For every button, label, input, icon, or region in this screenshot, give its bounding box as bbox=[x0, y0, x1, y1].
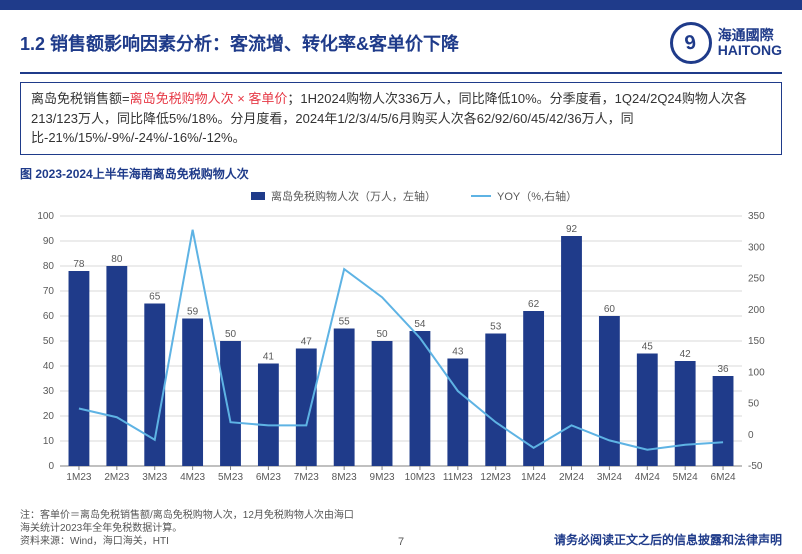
bar-value-label: 50 bbox=[376, 329, 388, 340]
svg-text:10: 10 bbox=[43, 436, 55, 447]
top-border bbox=[0, 0, 802, 10]
bar-value-label: 60 bbox=[604, 304, 616, 315]
bar-value-label: 42 bbox=[680, 349, 692, 360]
category-label: 4M24 bbox=[635, 472, 660, 483]
brand-en: HAITONG bbox=[718, 43, 782, 58]
svg-text:90: 90 bbox=[43, 236, 55, 247]
bar bbox=[296, 348, 317, 466]
category-label: 11M23 bbox=[443, 472, 473, 483]
category-label: 1M23 bbox=[66, 472, 91, 483]
svg-text:50: 50 bbox=[748, 398, 760, 409]
bar-value-label: 62 bbox=[528, 299, 540, 310]
svg-text:50: 50 bbox=[43, 336, 55, 347]
bar-value-label: 41 bbox=[263, 351, 275, 362]
category-label: 5M24 bbox=[673, 472, 698, 483]
svg-text:60: 60 bbox=[43, 311, 55, 322]
svg-text:100: 100 bbox=[37, 211, 54, 222]
category-label: 7M23 bbox=[294, 472, 319, 483]
bar bbox=[258, 363, 279, 466]
footer-source: 资料来源：Wind，海口海关，HTI bbox=[20, 535, 360, 548]
legend-bar-icon bbox=[251, 192, 265, 200]
bar bbox=[713, 376, 734, 466]
svg-text:20: 20 bbox=[43, 411, 55, 422]
category-label: 2M23 bbox=[104, 472, 129, 483]
bar bbox=[410, 331, 431, 466]
bar-value-label: 59 bbox=[187, 306, 199, 317]
bar-value-label: 50 bbox=[225, 329, 237, 340]
svg-text:0: 0 bbox=[48, 461, 54, 472]
svg-text:200: 200 bbox=[748, 304, 765, 315]
footer-disclaimer: 请务必阅读正文之后的信息披露和法律声明 bbox=[554, 531, 782, 548]
svg-text:300: 300 bbox=[748, 242, 765, 253]
bar bbox=[447, 358, 468, 466]
svg-text:0: 0 bbox=[748, 429, 754, 440]
legend-line-label: YOY（%,右轴） bbox=[497, 189, 577, 203]
svg-text:40: 40 bbox=[43, 361, 55, 372]
header: 1.2 销售额影响因素分析：客流增、转化率&客单价下降 9 海通國際 HAITO… bbox=[0, 10, 802, 68]
bar bbox=[69, 271, 90, 466]
bar bbox=[144, 303, 165, 466]
yoy-line bbox=[79, 229, 723, 449]
bar bbox=[182, 318, 203, 466]
bar-value-label: 43 bbox=[452, 346, 464, 357]
category-label: 3M24 bbox=[597, 472, 622, 483]
bar-value-label: 53 bbox=[490, 321, 502, 332]
bar bbox=[561, 236, 582, 466]
page-number: 7 bbox=[398, 536, 404, 548]
bar-value-label: 80 bbox=[111, 254, 123, 265]
bar-value-label: 92 bbox=[566, 224, 578, 235]
bar-value-label: 47 bbox=[301, 336, 313, 347]
footer-left: 注：客单价＝离岛免税销售额/离岛免税购物人次，12月免税购物人次由海口海关统计2… bbox=[20, 509, 360, 548]
bar bbox=[220, 341, 241, 466]
category-label: 6M24 bbox=[711, 472, 736, 483]
svg-text:100: 100 bbox=[748, 367, 765, 378]
category-label: 4M23 bbox=[180, 472, 205, 483]
divider bbox=[20, 72, 782, 74]
page-title: 1.2 销售额影响因素分析：客流增、转化率&客单价下降 bbox=[20, 30, 459, 56]
svg-text:70: 70 bbox=[43, 286, 55, 297]
svg-text:150: 150 bbox=[748, 336, 765, 347]
bar-value-label: 78 bbox=[73, 259, 85, 270]
category-label: 5M23 bbox=[218, 472, 243, 483]
legend-bar-label: 离岛免税购物人次（万人，左轴） bbox=[271, 189, 436, 203]
category-label: 8M23 bbox=[332, 472, 357, 483]
summary-pre: 离岛免税销售额= bbox=[31, 91, 130, 106]
footer-note: 注：客单价＝离岛免税销售额/离岛免税购物人次，12月免税购物人次由海口海关统计2… bbox=[20, 509, 360, 535]
bar-value-label: 45 bbox=[642, 341, 654, 352]
svg-text:250: 250 bbox=[748, 273, 765, 284]
bar bbox=[599, 316, 620, 466]
category-label: 6M23 bbox=[256, 472, 281, 483]
logo-icon: 9 bbox=[670, 22, 712, 64]
category-label: 9M23 bbox=[370, 472, 395, 483]
summary-box: 离岛免税销售额=离岛免税购物人次 × 客单价；1H2024购物人次336万人，同… bbox=[20, 82, 782, 155]
category-label: 12M23 bbox=[480, 472, 511, 483]
chart-area: 0 10 20 30 40 50 60 70 80 90 100 -50 0 50 100 150 200 250… bbox=[20, 186, 782, 506]
brand-text: 海通國際 HAITONG bbox=[718, 28, 782, 59]
category-label: 3M23 bbox=[142, 472, 167, 483]
svg-text:80: 80 bbox=[43, 261, 55, 272]
category-label: 10M23 bbox=[405, 472, 436, 483]
category-label: 2M24 bbox=[559, 472, 584, 483]
bar-value-label: 55 bbox=[339, 316, 351, 327]
bar bbox=[675, 361, 696, 466]
svg-text:30: 30 bbox=[43, 386, 55, 397]
bar-value-label: 54 bbox=[414, 319, 426, 330]
chart-title: 图 2023-2024上半年海南离岛免税购物人次 bbox=[20, 165, 782, 182]
bar bbox=[372, 341, 393, 466]
summary-accent: 离岛免税购物人次 × 客单价 bbox=[130, 91, 288, 106]
category-label: 1M24 bbox=[521, 472, 546, 483]
brand-cn: 海通國際 bbox=[718, 28, 782, 43]
bar-value-label: 65 bbox=[149, 291, 161, 302]
chart-svg: 0 10 20 30 40 50 60 70 80 90 100 -50 0 50 100 150 200 250… bbox=[20, 186, 782, 506]
bar bbox=[334, 328, 355, 466]
brand-logo: 9 海通國際 HAITONG bbox=[670, 22, 782, 64]
bar-value-label: 36 bbox=[717, 364, 729, 375]
svg-text:-50: -50 bbox=[748, 461, 763, 472]
svg-text:350: 350 bbox=[748, 211, 765, 222]
bar bbox=[485, 333, 506, 466]
bar bbox=[106, 266, 127, 466]
